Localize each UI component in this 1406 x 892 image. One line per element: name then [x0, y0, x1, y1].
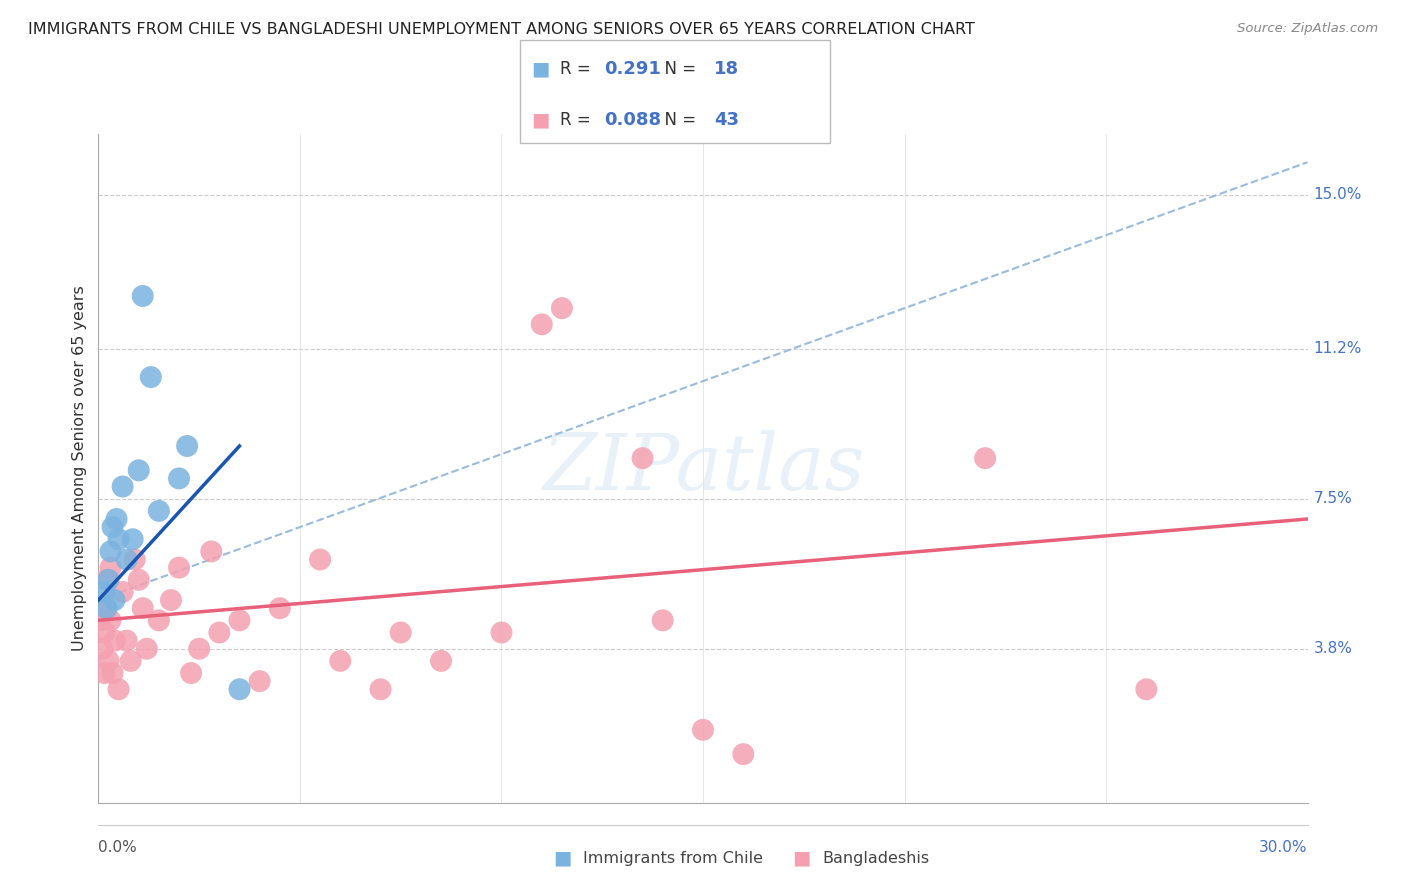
Point [148, 504, 170, 518]
Point [1135, 682, 1157, 697]
Point [103, 593, 125, 607]
Text: N =: N = [654, 112, 702, 129]
Point [491, 625, 513, 640]
Point [167, 560, 190, 574]
Text: 30.0%: 30.0% [1260, 839, 1308, 855]
Point [139, 370, 162, 384]
Point [101, 520, 124, 534]
Point [389, 625, 412, 640]
Point [100, 613, 122, 627]
Point [309, 552, 332, 566]
Point [115, 552, 138, 566]
Point [974, 451, 997, 466]
Point [651, 613, 673, 627]
Point [692, 723, 714, 737]
Point [121, 533, 143, 547]
Point [160, 593, 183, 607]
Point [148, 613, 170, 627]
Point [176, 439, 198, 453]
Text: 3.8%: 3.8% [1313, 641, 1353, 657]
Text: 0.291: 0.291 [605, 60, 661, 78]
Point [93, 585, 115, 599]
Text: Bangladeshis: Bangladeshis [823, 851, 929, 865]
Point [96, 573, 118, 587]
Text: R =: R = [560, 112, 596, 129]
Point [111, 479, 134, 493]
Point [167, 471, 190, 485]
Text: IMMIGRANTS FROM CHILE VS BANGLADESHI UNEMPLOYMENT AMONG SENIORS OVER 65 YEARS CO: IMMIGRANTS FROM CHILE VS BANGLADESHI UNE… [28, 22, 974, 37]
Text: 15.0%: 15.0% [1313, 187, 1362, 202]
Point [103, 633, 125, 648]
Point [530, 318, 553, 332]
Text: 18: 18 [714, 60, 740, 78]
Text: 11.2%: 11.2% [1313, 342, 1362, 356]
Point [329, 654, 352, 668]
Point [91, 641, 114, 656]
Point [97, 654, 120, 668]
Point [228, 613, 250, 627]
Text: Immigrants from Chile: Immigrants from Chile [583, 851, 763, 865]
Point [132, 601, 155, 615]
Text: 43: 43 [714, 112, 740, 129]
Text: R =: R = [560, 60, 596, 78]
Point [370, 682, 392, 697]
Point [93, 666, 115, 681]
Point [132, 289, 155, 303]
Point [228, 682, 250, 697]
Text: 0.088: 0.088 [605, 112, 662, 129]
Text: Source: ZipAtlas.com: Source: ZipAtlas.com [1237, 22, 1378, 36]
Point [733, 747, 755, 761]
Point [430, 654, 453, 668]
Point [249, 674, 271, 689]
Point [89, 613, 111, 627]
Point [101, 666, 124, 681]
Text: ■: ■ [792, 848, 811, 868]
Y-axis label: Unemployment Among Seniors over 65 years: Unemployment Among Seniors over 65 years [72, 285, 87, 651]
Point [208, 625, 231, 640]
Text: ■: ■ [531, 111, 550, 129]
Point [100, 544, 122, 558]
Point [96, 601, 118, 615]
Text: ■: ■ [531, 60, 550, 78]
Point [107, 682, 129, 697]
Text: N =: N = [654, 60, 702, 78]
Point [551, 301, 574, 315]
Point [120, 654, 142, 668]
Text: ■: ■ [553, 848, 572, 868]
Point [128, 573, 150, 587]
Point [269, 601, 291, 615]
Point [124, 552, 146, 566]
Point [135, 641, 157, 656]
Point [128, 463, 150, 477]
Text: 0.0%: 0.0% [98, 839, 138, 855]
Point [93, 625, 115, 640]
Point [631, 451, 654, 466]
Point [115, 633, 138, 648]
Point [200, 544, 222, 558]
Point [107, 533, 129, 547]
Text: 7.5%: 7.5% [1313, 491, 1353, 506]
Point [105, 512, 128, 526]
Point [97, 573, 120, 587]
Point [180, 666, 202, 681]
Text: ZIPatlas: ZIPatlas [541, 430, 865, 507]
Point [111, 585, 134, 599]
Point [96, 601, 118, 615]
Point [188, 641, 211, 656]
Point [100, 560, 122, 574]
